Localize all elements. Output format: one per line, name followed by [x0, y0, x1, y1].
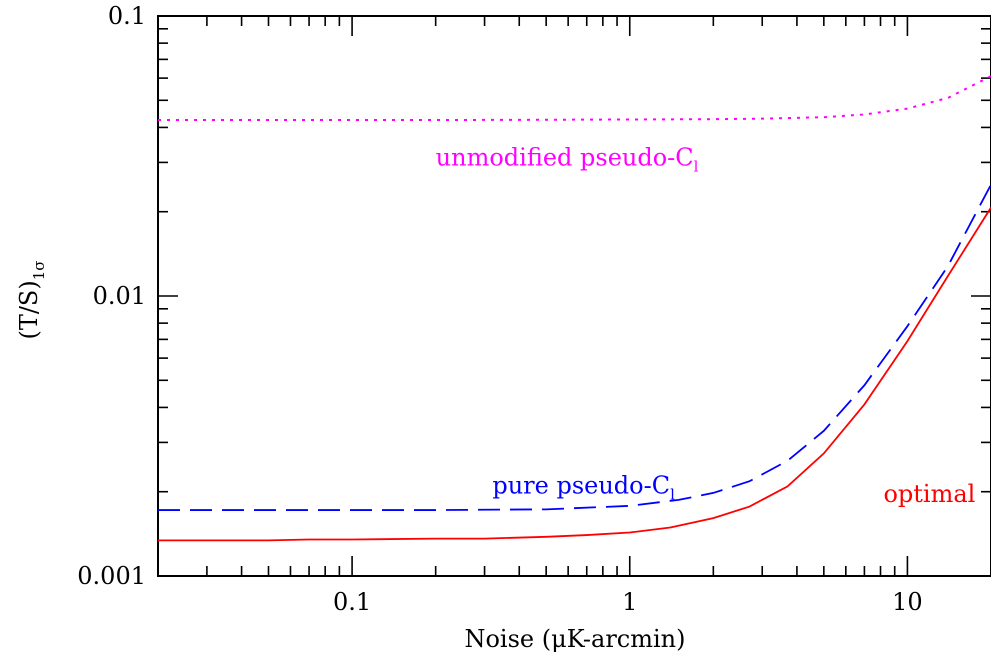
y-axis-title: (T/S)1σ — [15, 260, 48, 339]
y-tick-label: 0.01 — [93, 282, 146, 310]
annotation-pure-subscript: l — [670, 486, 675, 504]
series-lines — [158, 75, 991, 542]
annotation-unmodified-subscript: l — [694, 158, 699, 176]
y-tick-label: 0.1 — [108, 2, 146, 30]
series-line-unmodified — [158, 75, 991, 122]
x-axis-title: Noise (μK-arcmin) — [464, 625, 685, 653]
annotation-unmodified: unmodified pseudo-Cl — [436, 144, 699, 176]
series-line-optimal — [158, 207, 991, 542]
series-line-pure — [158, 184, 991, 511]
annotation-optimal: optimal — [883, 480, 975, 508]
annotation-optimal-text: optimal — [883, 480, 975, 508]
annotation-pure-text: pure pseudo-C — [492, 472, 670, 500]
y-axis-title-main: (T/S) — [15, 280, 43, 339]
x-tick-label: 0.1 — [333, 588, 371, 616]
y-axis-title-subscript: 1σ — [30, 260, 48, 280]
annotation-unmodified-text: unmodified pseudo-C — [436, 144, 694, 172]
y-tick-label: 0.001 — [77, 562, 146, 590]
tick-labels: 0.1 1 10 0.001 0.01 0.1 — [77, 2, 922, 616]
axis-ticks — [157, 15, 991, 577]
annotation-pure: pure pseudo-Cl — [492, 472, 675, 504]
x-tick-label: 10 — [892, 588, 923, 616]
x-tick-label: 1 — [622, 588, 637, 616]
